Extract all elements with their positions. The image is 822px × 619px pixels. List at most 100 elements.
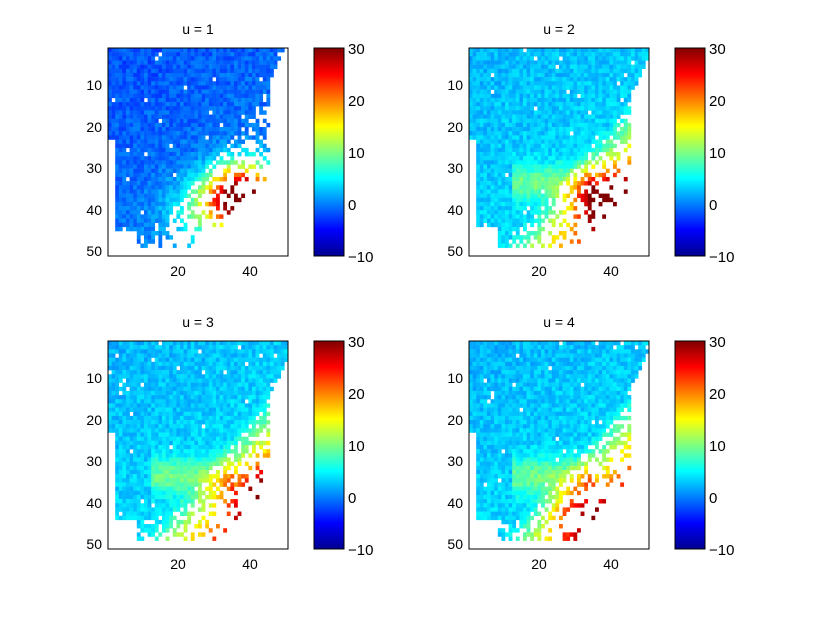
heatmap-cell	[151, 189, 156, 194]
heatmap-cell	[530, 210, 535, 215]
heatmap-cell	[277, 48, 282, 53]
heatmap-cell	[223, 89, 228, 95]
heatmap-cell	[476, 56, 481, 61]
heatmap-cell	[162, 89, 166, 95]
heatmap-cell	[551, 102, 556, 107]
heatmap-cell	[226, 370, 231, 375]
heatmap-cell	[577, 81, 581, 86]
heatmap-cell	[205, 461, 210, 467]
heatmap-cell	[126, 457, 130, 462]
heatmap-cell	[526, 56, 531, 61]
heatmap-cell	[208, 64, 213, 70]
heatmap-cell	[133, 353, 138, 358]
heatmap-cell	[262, 110, 267, 115]
heatmap-cell	[133, 131, 138, 136]
heatmap-cell	[194, 411, 199, 417]
heatmap-cell	[241, 453, 246, 458]
heatmap-cell	[559, 147, 563, 153]
heatmap-cell	[530, 156, 535, 161]
heatmap-cell	[284, 349, 289, 354]
heatmap-cell	[111, 135, 116, 140]
heatmap-cell	[519, 164, 524, 169]
heatmap-cell	[515, 181, 520, 186]
heatmap-cell	[187, 152, 192, 157]
heatmap-cell	[598, 201, 603, 207]
heatmap-cell	[183, 469, 188, 475]
heatmap-cell	[627, 110, 632, 115]
heatmap-cell	[483, 93, 488, 99]
heatmap-cell	[515, 185, 520, 190]
heatmap-cell	[115, 114, 120, 119]
heatmap-cell	[573, 102, 578, 107]
heatmap-cell	[541, 97, 545, 103]
heatmap-cell	[176, 214, 181, 219]
heatmap-cell	[248, 453, 253, 458]
heatmap-cell	[140, 453, 145, 458]
heatmap-cell	[194, 139, 199, 144]
heatmap-cell	[613, 48, 617, 53]
heatmap-cell	[519, 185, 524, 190]
heatmap-cell	[559, 222, 563, 228]
heatmap-cell	[147, 445, 152, 450]
heatmap-cell	[613, 122, 617, 128]
heatmap-cell	[169, 507, 174, 512]
heatmap-cell	[237, 176, 242, 182]
heatmap-cell	[151, 420, 156, 425]
heatmap-cell	[176, 478, 181, 483]
heatmap-cell	[494, 218, 499, 223]
heatmap-cell	[605, 93, 610, 99]
heatmap-cell	[133, 64, 138, 70]
heatmap-cell	[212, 374, 217, 379]
heatmap-cell	[172, 77, 177, 82]
heatmap-cells	[108, 341, 289, 541]
heatmap-cell	[613, 152, 617, 157]
heatmap-cell	[212, 118, 217, 124]
heatmap-cell	[205, 185, 210, 190]
heatmap-cell	[133, 453, 138, 458]
heatmap-cell	[501, 143, 506, 149]
heatmap-cell	[158, 349, 163, 354]
heatmap-cell	[118, 97, 123, 103]
heatmap-cell	[201, 365, 206, 371]
heatmap-cell	[187, 482, 192, 487]
y-tick-label: 30	[86, 160, 102, 176]
heatmap-cell	[219, 415, 224, 421]
heatmap-cell	[237, 395, 242, 400]
heatmap-cell	[598, 143, 603, 149]
heatmap-cell	[187, 361, 192, 367]
heatmap-cell	[241, 370, 246, 375]
heatmap-cell	[483, 64, 488, 70]
heatmap-cell	[526, 114, 531, 119]
heatmap-cell	[190, 197, 195, 203]
heatmap-cell	[180, 164, 184, 169]
heatmap-cell	[154, 424, 159, 429]
heatmap-cell	[501, 218, 506, 223]
heatmap-cell	[154, 403, 159, 408]
heatmap-cell	[501, 77, 506, 82]
heatmap-cell	[623, 52, 628, 57]
heatmap-cell	[151, 176, 156, 182]
heatmap-cell	[216, 478, 220, 483]
heatmap-cell	[201, 139, 206, 144]
heatmap-cell	[162, 93, 166, 99]
heatmap-cell	[111, 131, 116, 136]
heatmap-cell	[505, 72, 509, 78]
heatmap-cell	[129, 110, 134, 115]
heatmap-cell	[133, 114, 138, 119]
heatmap-cell	[223, 127, 228, 132]
heatmap-cell	[226, 193, 231, 199]
heatmap-cell	[201, 399, 206, 404]
heatmap-cell	[176, 370, 181, 375]
heatmap-cell	[108, 110, 112, 115]
heatmap-cell	[501, 68, 506, 74]
heatmap-cell	[237, 411, 242, 417]
heatmap-cell	[162, 465, 166, 471]
heatmap-cell	[226, 411, 231, 417]
heatmap-cell	[118, 122, 123, 128]
heatmap-cell	[136, 114, 141, 119]
heatmap-cell	[108, 60, 112, 65]
heatmap-cell	[115, 395, 120, 400]
heatmap-cell	[136, 85, 141, 90]
heatmap-cell	[162, 428, 166, 433]
heatmap-cell	[180, 127, 184, 132]
